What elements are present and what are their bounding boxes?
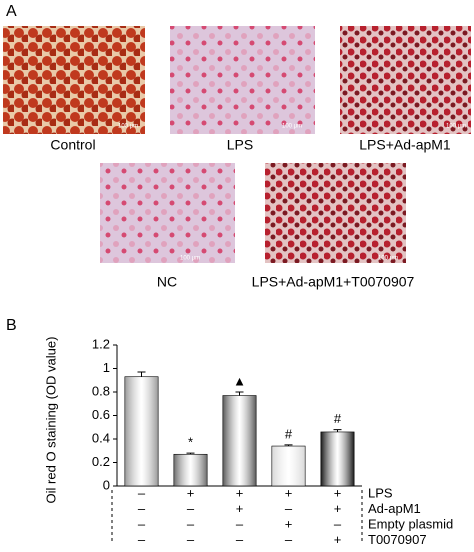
scale-bar-label: 100 μm [446, 124, 466, 130]
error-bar [137, 371, 146, 377]
significance-mark: # [334, 411, 342, 426]
micrograph [3, 26, 145, 134]
significance-mark: * [188, 435, 193, 450]
image-caption: Control [50, 137, 95, 153]
y-tick-label: 1 [103, 360, 110, 375]
bar [320, 431, 355, 487]
micrograph [170, 26, 315, 134]
condition-label: T0070907 [368, 532, 427, 547]
y-tick-label: 0.2 [92, 454, 110, 469]
condition-sign: + [285, 516, 293, 531]
bar [271, 445, 306, 487]
condition-label: LPS [368, 485, 393, 500]
panel-label: B [6, 317, 17, 334]
condition-sign: + [187, 485, 195, 500]
condition-sign: – [334, 516, 342, 531]
bar [173, 453, 208, 487]
significance-mark: ▲ [233, 373, 246, 388]
condition-sign: – [138, 485, 146, 500]
micrograph [265, 163, 406, 263]
condition-sign: – [187, 516, 195, 531]
image-caption: NC [157, 274, 177, 290]
condition-label: Empty plasmid [368, 516, 453, 531]
significance-mark: # [285, 426, 293, 441]
condition-sign: + [334, 485, 342, 500]
panel-label: A [6, 3, 17, 20]
condition-sign: – [138, 532, 146, 547]
y-tick-label: 0 [103, 477, 110, 492]
condition-label: Ad-apM1 [368, 501, 421, 516]
image-caption: LPS+Ad-apM1+T0070907 [252, 274, 415, 290]
condition-sign: + [236, 485, 244, 500]
y-axis-label: Oil red O staining (OD value) [43, 337, 58, 504]
y-tick-label: 1.2 [92, 336, 110, 351]
image-caption: LPS+Ad-apM1 [359, 137, 451, 153]
scale-bar-label: 100 μm [180, 256, 200, 262]
y-tick-label: 0.6 [92, 407, 110, 422]
condition-sign: – [187, 532, 195, 547]
error-bar [186, 452, 195, 455]
condition-sign: – [236, 516, 244, 531]
image-caption: LPS [227, 137, 253, 153]
error-bar [284, 444, 293, 447]
error-bar [333, 429, 342, 432]
condition-sign: + [334, 501, 342, 516]
condition-sign: – [236, 532, 244, 547]
condition-sign: – [138, 516, 146, 531]
condition-sign: – [187, 501, 195, 516]
micrograph [340, 26, 471, 134]
condition-sign: + [236, 501, 244, 516]
scale-bar-label: 100 μm [118, 124, 138, 130]
condition-sign: – [138, 501, 146, 516]
micrograph [100, 163, 235, 263]
y-tick-label: 0.4 [92, 430, 110, 445]
condition-sign: – [285, 532, 293, 547]
condition-sign: + [334, 532, 342, 547]
bar [124, 376, 159, 487]
condition-sign: – [285, 501, 293, 516]
bar [222, 395, 257, 487]
error-bar [235, 391, 244, 396]
condition-sign: + [285, 485, 293, 500]
y-tick-label: 0.8 [92, 383, 110, 398]
scale-bar-label: 100 μm [282, 124, 302, 130]
scale-bar-label: 100 μm [378, 256, 398, 262]
